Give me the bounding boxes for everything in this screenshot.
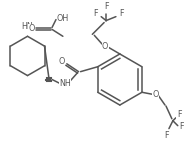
Text: F: F (180, 122, 184, 131)
Text: F: F (177, 110, 181, 119)
Text: F: F (94, 9, 98, 18)
Text: F: F (119, 9, 123, 18)
Text: O: O (28, 24, 35, 33)
Text: F: F (104, 2, 108, 11)
Text: O: O (152, 90, 158, 99)
Text: NH: NH (59, 79, 71, 88)
Text: F: F (165, 131, 169, 140)
Text: OH: OH (57, 14, 69, 23)
Text: O: O (59, 57, 65, 66)
Text: HN: HN (22, 22, 33, 31)
Text: O: O (102, 42, 108, 51)
